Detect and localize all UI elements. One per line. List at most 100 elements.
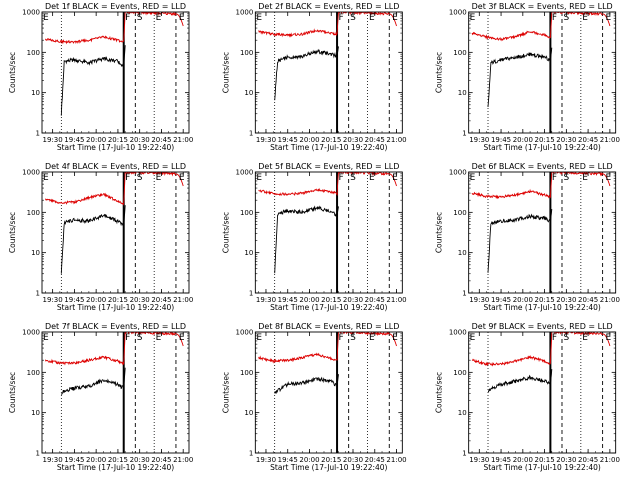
y-tick-label: 10: [458, 249, 467, 257]
flag-marker-label: S: [563, 333, 569, 343]
events-series-line: [60, 45, 126, 116]
lld-series-line: [175, 333, 184, 347]
y-tick-label: 100: [453, 49, 466, 57]
x-tick-label: 20:30: [130, 136, 150, 144]
y-tick-label: 100: [240, 209, 253, 217]
y-tick-label: 100: [240, 369, 253, 377]
panel-title: Det 7f BLACK = Events, RED = LLD: [45, 322, 186, 331]
lld-series-line: [602, 173, 611, 187]
flag-marker-label: F: [339, 13, 344, 23]
flag-marker-label: E: [606, 13, 612, 23]
x-tick-label: 20:00: [299, 136, 319, 144]
flag-marker-label: E: [256, 13, 262, 23]
x-tick-label: 19:45: [278, 136, 298, 144]
x-tick-label: 20:45: [365, 456, 385, 464]
x-axis-label: Start Time (17-Jul-10 19:22:40): [483, 303, 600, 312]
x-tick-label: 19:45: [278, 456, 298, 464]
x-tick-label: 19:45: [491, 136, 511, 144]
x-tick-label: 20:00: [513, 456, 533, 464]
x-tick-label: 20:15: [321, 456, 341, 464]
y-tick-label: 1000: [22, 169, 40, 177]
x-tick-label: 20:30: [556, 456, 576, 464]
flag-marker-label: E: [256, 173, 262, 183]
x-tick-label: 20:00: [86, 136, 106, 144]
events-series-line: [274, 205, 339, 274]
panel-title: Det 5f BLACK = Events, RED = LLD: [258, 162, 399, 171]
y-tick-label: 1000: [236, 169, 254, 177]
y-tick-label: 1: [249, 290, 253, 298]
flag-marker-label: E: [43, 333, 49, 343]
x-tick-label: 19:45: [64, 456, 84, 464]
flag-marker-label: E: [179, 13, 185, 23]
panel-title: Det 8f BLACK = Events, RED = LLD: [258, 322, 399, 331]
y-tick-label: 100: [240, 49, 253, 57]
x-tick-label: 19:45: [278, 296, 298, 304]
plot-frame: [468, 11, 617, 134]
events-series-line: [487, 47, 553, 108]
x-tick-label: 21:00: [386, 136, 406, 144]
lld-series-line: [471, 172, 604, 200]
x-tick-label: 20:00: [86, 456, 106, 464]
flag-marker-label: E: [470, 173, 476, 183]
y-axis-label: Counts/sec: [221, 52, 230, 93]
x-tick-label: 20:45: [151, 456, 171, 464]
x-tick-label: 20:30: [130, 296, 150, 304]
x-tick-label: 20:15: [534, 296, 554, 304]
flag-marker-label: S: [563, 13, 569, 23]
y-axis-label: Counts/sec: [8, 212, 17, 253]
y-tick-label: 1: [36, 130, 40, 138]
x-tick-label: 20:45: [578, 296, 598, 304]
y-axis-label: Counts/sec: [221, 212, 230, 253]
detector-panel: Det 4f BLACK = Events, RED = LLD 1 10 100 10…: [8, 162, 193, 312]
flag-marker-label: F: [125, 333, 130, 343]
flag-marker-label: S: [137, 173, 143, 183]
x-tick-label: 20:00: [513, 296, 533, 304]
x-axis-label: Start Time (17-Jul-10 19:22:40): [483, 143, 600, 152]
flag-marker-label: S: [563, 173, 569, 183]
x-tick-label: 21:00: [600, 136, 620, 144]
x-tick-label: 20:00: [86, 296, 106, 304]
plot-frame: [254, 11, 403, 134]
events-series-line: [487, 209, 553, 273]
y-tick-label: 1000: [236, 329, 254, 337]
x-tick-label: 20:15: [534, 456, 554, 464]
flag-marker-label: S: [350, 13, 356, 23]
x-tick-label: 20:15: [108, 136, 128, 144]
plot-frame: [468, 171, 617, 294]
x-tick-label: 19:30: [469, 296, 489, 304]
x-tick-label: 20:45: [151, 296, 171, 304]
detector-panel: Det 9f BLACK = Events, RED = LLD 1 10 100 10…: [435, 322, 620, 472]
plot-frame: [254, 331, 403, 454]
y-tick-label: 1000: [236, 9, 254, 17]
x-tick-label: 20:30: [343, 136, 363, 144]
detector-panel: Det 3f BLACK = Events, RED = LLD 1 10 100 10…: [435, 2, 620, 152]
lld-series-line: [258, 12, 390, 38]
y-axis-label: Counts/sec: [435, 52, 444, 93]
x-tick-label: 19:30: [43, 296, 63, 304]
y-tick-label: 1000: [22, 9, 40, 17]
y-tick-label: 1000: [22, 329, 40, 337]
x-tick-label: 21:00: [173, 296, 193, 304]
panel-title: Det 6f BLACK = Events, RED = LLD: [472, 162, 613, 171]
y-tick-label: 1: [462, 450, 466, 458]
lld-series-line: [389, 13, 397, 27]
x-tick-label: 19:30: [469, 136, 489, 144]
y-tick-label: 1: [36, 450, 40, 458]
x-tick-label: 21:00: [173, 136, 193, 144]
flag-marker-label: F: [125, 13, 130, 23]
y-tick-label: 100: [27, 369, 40, 377]
flag-marker-label: F: [339, 173, 344, 183]
x-tick-label: 21:00: [600, 296, 620, 304]
y-tick-label: 1: [462, 290, 466, 298]
x-tick-label: 19:45: [491, 296, 511, 304]
flag-marker-label: E: [392, 333, 398, 343]
y-tick-label: 10: [458, 89, 467, 97]
detector-panel: Det 1f BLACK = Events, RED = LLD 1 10 100 10…: [8, 2, 193, 152]
events-series-line: [60, 205, 126, 274]
x-axis-label: Start Time (17-Jul-10 19:22:40): [270, 303, 387, 312]
x-tick-label: 20:30: [343, 296, 363, 304]
x-tick-label: 20:30: [556, 136, 576, 144]
flag-marker-label: S: [350, 333, 356, 343]
flag-marker-label: S: [137, 13, 143, 23]
